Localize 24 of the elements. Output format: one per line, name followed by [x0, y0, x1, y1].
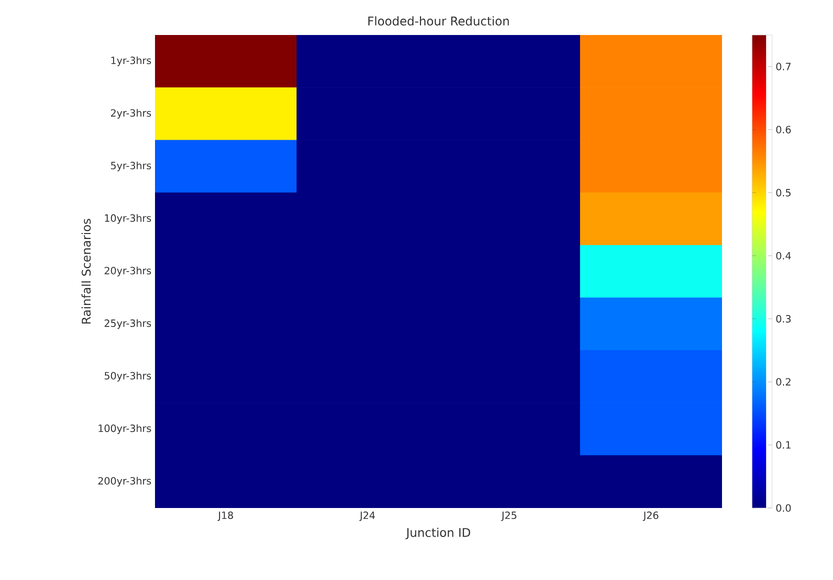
y-tick-label: 1yr-3hrs [111, 56, 151, 66]
y-tick-label: 20yr-3hrs [104, 266, 151, 276]
color-bar-label: 0.0 [776, 504, 791, 512]
y-axis-title: Rainfall Scenarios [81, 218, 91, 324]
y-tick-label: 5yr-3hrs [111, 162, 151, 172]
color-bar-label: 0.1 [776, 441, 790, 449]
y-tick-label: 25yr-3hrs [104, 319, 151, 329]
y-tick-label: 2yr-3hrs [110, 109, 151, 119]
y-tick-label: 100yr-3hrs [98, 424, 151, 434]
color-bar-label: 0.2 [776, 378, 790, 386]
x-tick-label: J24 [359, 512, 375, 521]
y-tick-label: 200yr-3hrs [98, 476, 151, 487]
color-bar-label: 0.6 [776, 126, 791, 134]
color-bar-label: 0.4 [776, 252, 791, 260]
x-axis-title: Junction ID [406, 528, 470, 540]
y-tick-label: 50yr-3hrs [104, 372, 151, 382]
chart-title: Flooded-hour Reduction [368, 16, 509, 26]
y-tick-label: 10yr-3hrs [105, 214, 151, 224]
color-bar-label: 0.5 [776, 188, 791, 196]
color-bar-label: 0.7 [776, 62, 791, 70]
x-tick-label: J25 [501, 512, 516, 521]
x-tick-label: J26 [642, 512, 658, 521]
x-tick-label: J18 [218, 512, 233, 521]
color-bar-label: 0.3 [776, 315, 791, 323]
